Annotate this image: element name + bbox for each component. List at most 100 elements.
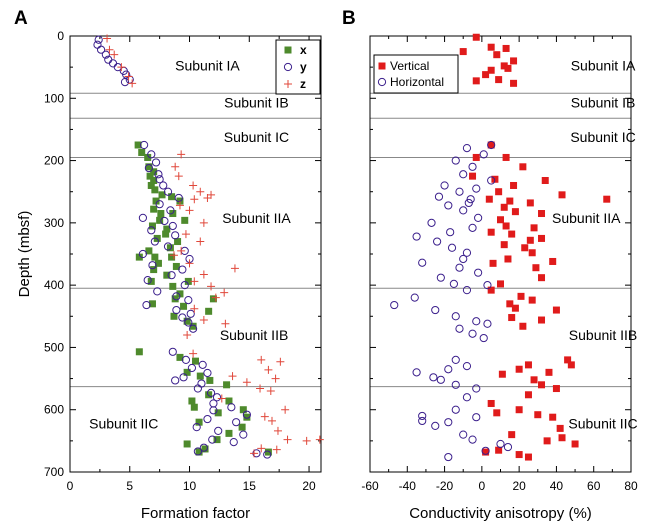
data-point-horizontal (468, 435, 477, 444)
data-point-horizontal (377, 77, 387, 87)
legend: xyz (275, 39, 321, 95)
data-point-x (152, 197, 160, 205)
data-point-y (180, 281, 189, 290)
data-point-horizontal (487, 176, 496, 185)
data-point-vertical (515, 451, 523, 459)
subunit-label: Subunit IB (571, 95, 636, 111)
data-point-z (220, 288, 229, 297)
y-tick-label: 500 (44, 340, 64, 354)
x-tick-label: 60 (587, 479, 601, 493)
data-point-z (281, 405, 290, 414)
data-point-x (225, 429, 233, 437)
data-point-y (171, 231, 180, 240)
data-point-x (150, 266, 158, 274)
data-point-z (250, 449, 259, 458)
data-point-y (144, 163, 153, 173)
data-point-horizontal (459, 430, 468, 439)
data-point-horizontal (427, 218, 436, 227)
data-point-x (168, 193, 176, 201)
y-tick-label: 400 (44, 278, 64, 292)
data-point-vertical (495, 76, 503, 84)
data-point-vertical (493, 409, 501, 417)
data-point-horizontal (429, 373, 438, 382)
legend-box (275, 39, 321, 95)
data-point-y (174, 193, 183, 203)
subunit-label: Subunit IC (570, 129, 635, 145)
data-point-vertical (487, 286, 495, 294)
data-point-vertical (538, 210, 546, 218)
data-point-z (117, 63, 126, 72)
series-y (93, 35, 272, 459)
data-point-vertical (538, 316, 546, 324)
panel-label: A (14, 8, 28, 29)
data-point-y (172, 305, 181, 315)
data-point-vertical (524, 361, 532, 369)
data-point-vertical (482, 448, 490, 456)
data-point-vertical (528, 249, 536, 257)
data-point-z (177, 150, 186, 159)
data-point-horizontal (472, 413, 481, 422)
data-point-y (171, 376, 180, 385)
data-point-z (171, 162, 180, 171)
data-point-vertical (508, 431, 516, 439)
data-point-vertical (508, 230, 516, 238)
legend-label: y (300, 60, 307, 74)
data-point-horizontal (451, 355, 460, 364)
data-point-x (147, 181, 155, 189)
subunit-label: Subunit IA (571, 57, 636, 73)
x-tick-label: 80 (624, 479, 638, 493)
data-point-y (168, 347, 177, 356)
data-point-horizontal (472, 317, 481, 326)
data-point-vertical (472, 77, 480, 85)
data-point-z (256, 384, 265, 393)
data-point-vertical (487, 228, 495, 236)
data-point-y (120, 77, 130, 87)
data-point-x (213, 436, 221, 444)
data-point-vertical (526, 199, 534, 207)
data-point-horizontal (436, 375, 445, 384)
data-point-z (211, 293, 220, 302)
data-point-y (150, 237, 159, 246)
data-point-vertical (487, 66, 495, 74)
data-point-vertical (502, 222, 510, 230)
data-point-horizontal (412, 232, 421, 241)
data-point-z (196, 237, 205, 246)
data-point-y (168, 221, 177, 231)
data-point-vertical (558, 191, 566, 199)
data-point-horizontal (462, 286, 472, 295)
data-point-horizontal (479, 150, 488, 159)
data-point-y (208, 435, 217, 444)
subunit-label: Subunit IIA (552, 210, 621, 226)
data-point-y (93, 40, 102, 49)
data-point-vertical (524, 391, 532, 399)
x-tick-label: 0 (67, 479, 74, 493)
data-point-horizontal (487, 140, 496, 150)
data-point-z (185, 259, 194, 268)
data-point-vertical (549, 413, 557, 421)
data-point-x (135, 253, 143, 261)
legend-label: x (300, 43, 307, 57)
data-point-y (159, 181, 168, 190)
data-point-x (284, 46, 292, 54)
data-point-vertical (530, 224, 538, 232)
data-point-horizontal (418, 258, 427, 267)
data-point-vertical (500, 203, 508, 211)
subunit-label: Subunit IIB (220, 327, 289, 343)
data-point-z (196, 187, 205, 196)
data-point-y (214, 426, 223, 435)
data-point-z (110, 50, 119, 59)
data-point-z (273, 426, 282, 435)
data-point-horizontal (462, 248, 472, 257)
data-point-z (124, 72, 133, 81)
data-point-z (207, 190, 216, 199)
y-tick-label: 200 (44, 154, 64, 168)
data-point-y (94, 35, 103, 44)
data-point-x (156, 216, 164, 224)
data-point-horizontal (479, 333, 488, 343)
data-point-x (163, 271, 171, 279)
data-point-y (155, 175, 164, 184)
data-point-z (272, 445, 281, 454)
x-tick-label: -40 (399, 479, 417, 493)
data-point-y (108, 59, 118, 68)
